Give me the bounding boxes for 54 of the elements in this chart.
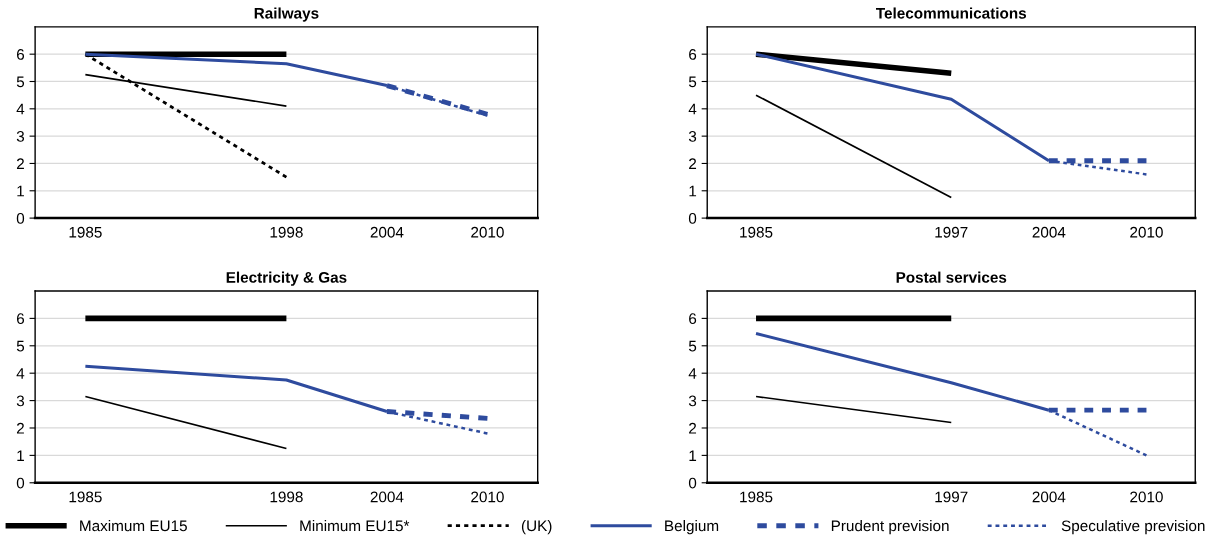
y-tick-label: 6 bbox=[16, 49, 25, 60]
y-tick-label: 3 bbox=[688, 395, 697, 407]
y-tick-label: 1 bbox=[689, 450, 697, 461]
legend-label: Speculative prevision bbox=[1061, 520, 1205, 535]
x-tick-label: 1985 bbox=[69, 226, 102, 238]
legend-label: (UK) bbox=[521, 520, 552, 535]
x-tick-label: 1985 bbox=[740, 491, 773, 503]
x-tick-label: 2010 bbox=[1130, 226, 1163, 238]
chart-title: Railways bbox=[254, 7, 319, 22]
x-tick-label: 2004 bbox=[1032, 491, 1066, 503]
y-tick-label: 5 bbox=[688, 340, 697, 352]
y-tick-label: 6 bbox=[16, 313, 25, 325]
y-tick-label: 6 bbox=[689, 49, 697, 60]
chart-title: Telecommunications bbox=[876, 7, 1027, 19]
x-tick-label: 2004 bbox=[370, 226, 404, 238]
y-tick-label: 5 bbox=[688, 76, 697, 88]
legend-label: Maximum EU15 bbox=[80, 520, 187, 532]
y-tick-label: 4 bbox=[16, 103, 25, 115]
x-tick-label: 1998 bbox=[270, 491, 303, 503]
x-tick-label: 2010 bbox=[471, 226, 504, 238]
y-tick-label: 5 bbox=[16, 76, 25, 88]
y-tick-label: 3 bbox=[16, 131, 25, 142]
chart-title: Electricity & Gas bbox=[226, 271, 347, 286]
y-tick-label: 4 bbox=[16, 368, 25, 379]
x-tick-label: 1985 bbox=[740, 226, 773, 238]
y-tick-label: 2 bbox=[16, 158, 24, 169]
y-tick-label: 6 bbox=[689, 313, 697, 325]
y-tick-label: 4 bbox=[688, 368, 697, 379]
y-tick-label: 0 bbox=[688, 477, 697, 489]
y-tick-label: 3 bbox=[688, 131, 697, 142]
y-tick-label: 0 bbox=[688, 212, 697, 224]
y-tick-label: 0 bbox=[16, 212, 25, 224]
y-tick-label: 1 bbox=[17, 185, 24, 197]
x-tick-label: 2010 bbox=[1130, 491, 1163, 503]
x-tick-label: 2010 bbox=[471, 491, 504, 503]
y-tick-label: 1 bbox=[689, 185, 697, 197]
x-tick-label: 1997 bbox=[935, 226, 968, 238]
x-tick-label: 1985 bbox=[69, 491, 102, 503]
x-tick-label: 1998 bbox=[270, 226, 303, 238]
legend-label: Belgium bbox=[665, 520, 719, 535]
y-tick-label: 0 bbox=[16, 477, 25, 489]
x-tick-label: 1997 bbox=[935, 491, 968, 503]
y-tick-label: 4 bbox=[688, 103, 697, 115]
y-tick-label: 3 bbox=[16, 395, 25, 407]
x-tick-label: 2004 bbox=[1032, 226, 1066, 238]
y-tick-label: 2 bbox=[689, 158, 697, 169]
legend-label: Minimum EU15* bbox=[300, 520, 410, 532]
y-tick-label: 2 bbox=[689, 422, 697, 434]
x-tick-label: 2004 bbox=[370, 491, 404, 503]
y-tick-label: 1 bbox=[17, 450, 24, 461]
legend-label: Prudent prevision bbox=[831, 520, 949, 535]
y-tick-label: 2 bbox=[16, 422, 24, 434]
chart-title: Postal services bbox=[896, 271, 1007, 283]
y-tick-label: 5 bbox=[16, 340, 25, 352]
